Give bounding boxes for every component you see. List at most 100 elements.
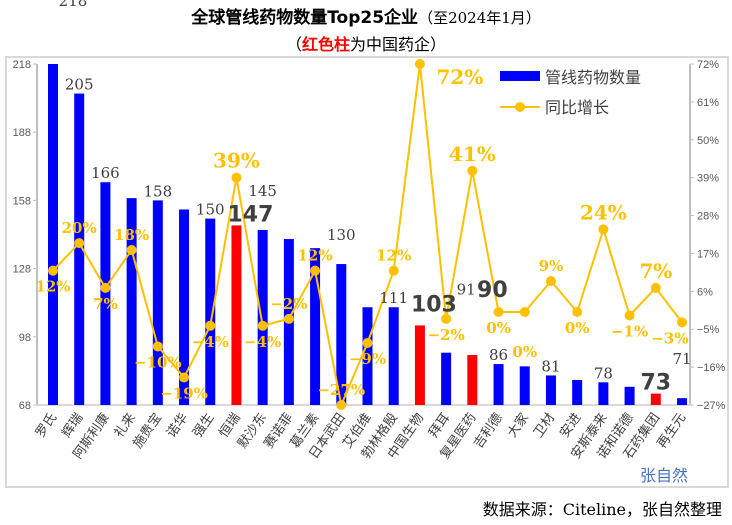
growth-point-22 — [598, 224, 609, 235]
growth-point-11 — [310, 265, 321, 276]
growth-point-9 — [257, 320, 268, 331]
category-label: 施贵宝 — [130, 411, 165, 452]
growth-value-label: −2% — [270, 295, 307, 313]
growth-point-16 — [441, 313, 452, 324]
right-tick-label: −27% — [697, 400, 726, 412]
left-tick-label: 68 — [19, 400, 31, 412]
category-label: 卫材 — [531, 411, 558, 441]
bar-20 — [545, 375, 556, 405]
growth-point-21 — [572, 307, 583, 317]
growth-value-label: 0% — [565, 319, 590, 337]
subtitle-open: （ — [285, 35, 302, 54]
watermark: 张自然 — [640, 466, 688, 485]
right-tick-label: 61% — [697, 97, 719, 109]
right-tick-label: 28% — [697, 211, 719, 223]
growth-value-label: −27% — [317, 381, 365, 399]
right-tick-label: 39% — [697, 173, 719, 185]
growth-value-label: 0% — [512, 343, 537, 361]
growth-value-label: 9% — [539, 257, 564, 275]
growth-point-23 — [624, 310, 635, 321]
bar-1 — [48, 64, 58, 405]
growth-value-label: 20% — [62, 219, 97, 237]
growth-point-13 — [362, 338, 373, 348]
bar-21 — [572, 379, 583, 405]
chart-title: 全球管线药物数量Top25企业（至2024年1月） — [0, 3, 732, 28]
growth-point-14 — [388, 265, 399, 276]
category-label: 大家 — [504, 410, 532, 440]
right-tick-label: 6% — [697, 286, 713, 298]
bar-18 — [493, 364, 504, 405]
right-tick-label: 72% — [697, 59, 719, 71]
left-tick-label: 158 — [13, 195, 31, 207]
growth-point-12 — [336, 400, 347, 410]
bar-5 — [152, 200, 163, 405]
bar-6 — [179, 209, 190, 405]
growth-value-label: 0% — [486, 319, 511, 337]
bar-25 — [677, 398, 687, 405]
bar-13 — [362, 307, 373, 405]
category-label: 吉利德 — [471, 411, 506, 452]
bar-value-label: 218 — [59, 0, 88, 10]
growth-value-label: −1% — [611, 322, 648, 340]
growth-value-label: 41% — [449, 142, 496, 166]
growth-value-label: 7% — [93, 295, 118, 313]
growth-point-19 — [519, 307, 530, 317]
chart-frame — [5, 56, 729, 488]
subtitle-highlight: 红色柱 — [301, 35, 350, 54]
bar-value-label: 73 — [640, 371, 671, 396]
bar-value-label: 205 — [65, 76, 94, 94]
subtitle-rest: 为中国药企） — [350, 35, 447, 54]
chart-labels: 68 98 128 158 188 218 −27% −16% −5% 6% 17% 28% 39% 50… — [13, 0, 726, 485]
category-label: 再生元 — [655, 411, 690, 452]
growth-value-label: −4% — [192, 333, 229, 351]
bar-15 — [414, 325, 425, 405]
legend-line-label: 同比增长 — [545, 98, 609, 117]
growth-point-24 — [650, 282, 661, 293]
growth-value-label: 7% — [639, 259, 672, 283]
growth-point-20 — [545, 276, 556, 286]
growth-point-4 — [126, 245, 137, 255]
legend-bar-label: 管线药物数量 — [545, 68, 641, 87]
bar-value-label: 71 — [672, 350, 691, 368]
bar-8 — [231, 225, 242, 405]
left-tick-label: 98 — [19, 332, 31, 344]
growth-point-3 — [100, 282, 111, 293]
right-tick-label: −5% — [697, 324, 720, 336]
right-tick-label: 17% — [697, 248, 719, 260]
growth-value-label: −10% — [134, 353, 182, 371]
growth-point-7 — [205, 320, 216, 331]
growth-point-5 — [152, 341, 163, 352]
bar-12 — [336, 264, 347, 405]
bar-14 — [388, 307, 399, 405]
growth-point-1 — [48, 265, 58, 276]
growth-value-label: −9% — [349, 350, 386, 368]
growth-point-15 — [414, 59, 425, 69]
growth-value-label: −3% — [651, 329, 688, 347]
legend-line-marker — [515, 102, 525, 112]
growth-value-label: −2% — [427, 326, 464, 344]
bar-7 — [205, 218, 216, 405]
growth-value-label: 18% — [114, 226, 149, 244]
category-label: 诺华 — [164, 411, 191, 441]
bar-9 — [257, 229, 268, 405]
bar-24 — [650, 393, 661, 405]
growth-point-25 — [677, 317, 687, 328]
bar-value-label: 130 — [327, 226, 356, 244]
bar-value-label: 81 — [541, 357, 560, 375]
title-suffix: （至2024年1月） — [418, 9, 541, 27]
bar-2 — [74, 93, 85, 405]
right-tick-label: 50% — [697, 135, 719, 147]
bar-17 — [467, 354, 478, 405]
left-tick-label: 128 — [13, 264, 31, 276]
bar-value-label: 91 — [457, 281, 476, 299]
left-tick-label: 188 — [13, 127, 31, 139]
growth-value-label: −4% — [244, 333, 281, 351]
bar-value-label: 86 — [489, 346, 508, 364]
bar-23 — [624, 386, 635, 405]
bar-value-label: 103 — [411, 292, 457, 317]
title-main: 全球管线药物数量Top25企业 — [191, 8, 419, 28]
growth-value-label: 12% — [298, 247, 333, 265]
growth-point-6 — [179, 372, 190, 383]
bar-value-label: 147 — [227, 202, 273, 227]
